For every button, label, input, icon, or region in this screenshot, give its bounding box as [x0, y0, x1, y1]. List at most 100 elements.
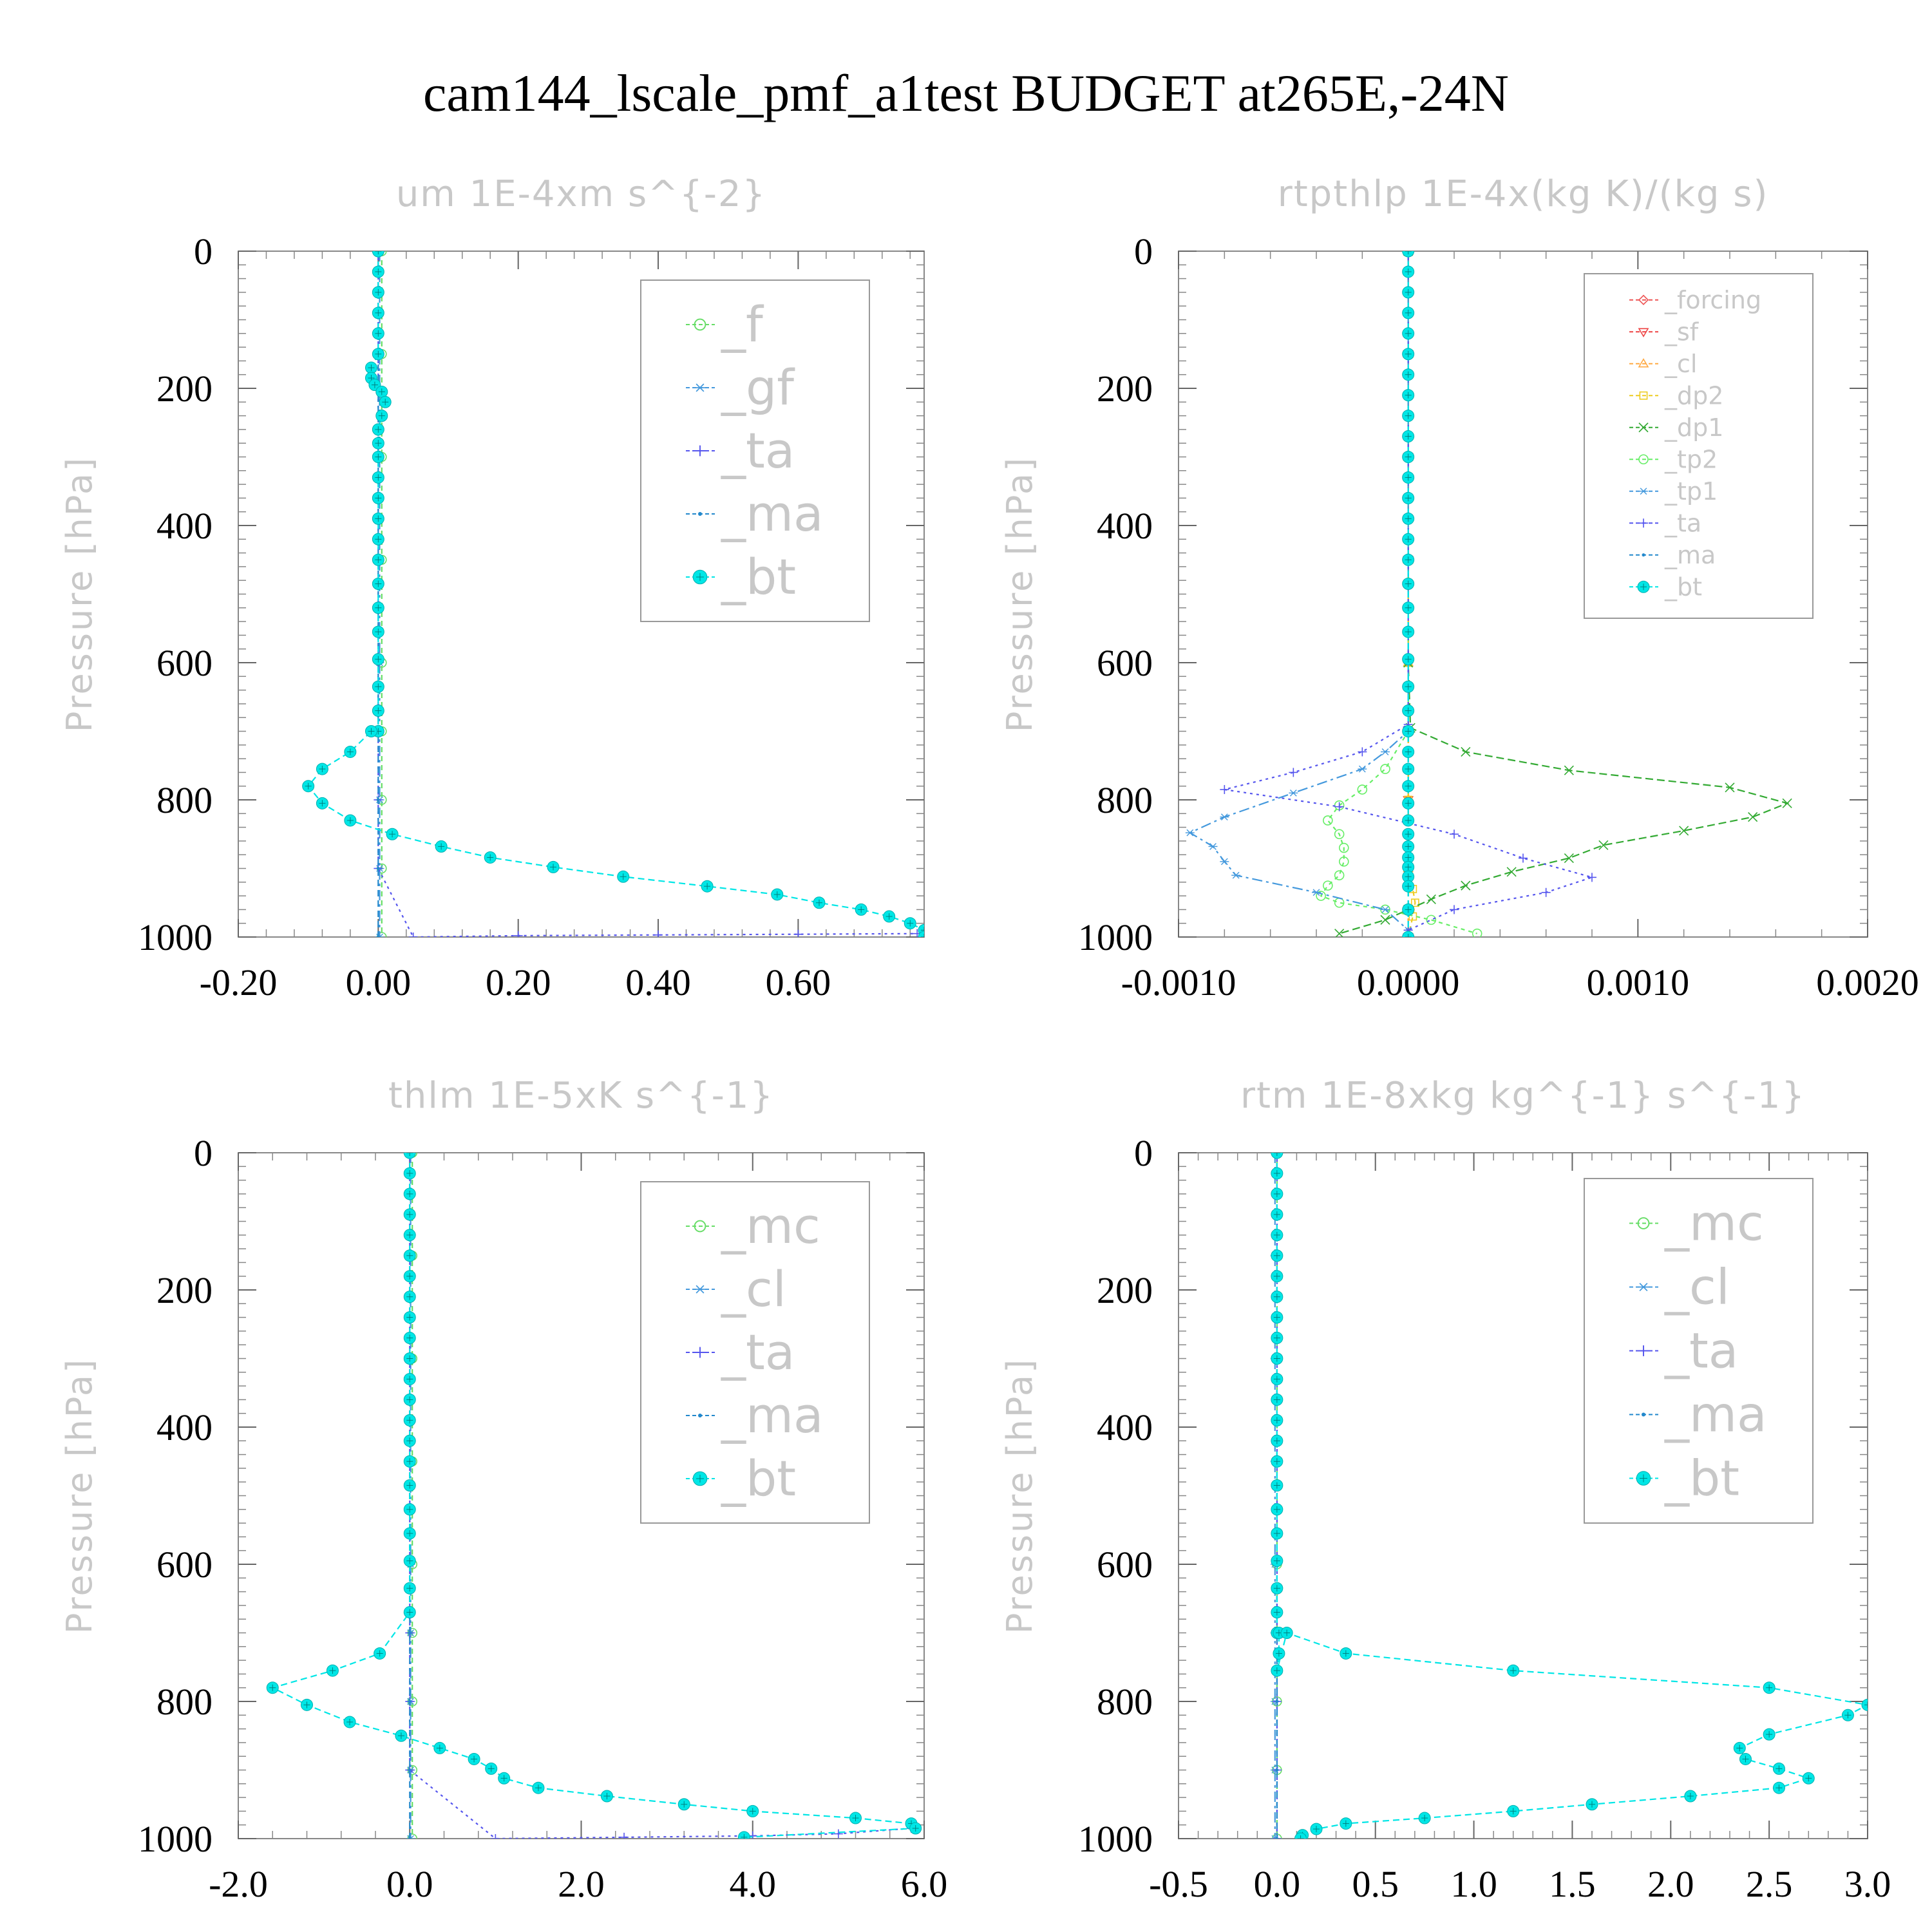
legend: _mc _cl _ta _ma _bt [1584, 1178, 1814, 1524]
legend-label: _bt [1664, 573, 1702, 601]
data-point [1763, 1728, 1776, 1741]
legend-label: _ta [1664, 1322, 1738, 1379]
data-point [1185, 829, 1195, 837]
legend-label: _bt [721, 548, 796, 605]
data-point [1231, 871, 1241, 879]
data-point [468, 1752, 480, 1765]
legend-swatch-marker [1638, 294, 1649, 305]
data-point [1402, 762, 1415, 775]
legend-label: _dp1 [1664, 413, 1723, 442]
data-point [1506, 867, 1517, 877]
data-point [1294, 1832, 1307, 1839]
legend-item: _cl [686, 1260, 786, 1318]
legend-label: _mc [1664, 1195, 1764, 1252]
x-tick-label: 1.0 [1450, 1863, 1497, 1905]
legend-item: _dp2 [1629, 381, 1723, 410]
data-point [372, 601, 384, 614]
series-line [1188, 251, 1409, 931]
data-point [513, 931, 523, 937]
data-point [1472, 928, 1482, 937]
data-point [1841, 1709, 1854, 1721]
data-point [1381, 748, 1390, 755]
data-point [1271, 1455, 1283, 1468]
data-point [746, 1804, 759, 1817]
data-point [408, 1837, 412, 1839]
data-point [372, 348, 384, 361]
x-tick-label: -0.0010 [1121, 961, 1236, 1003]
data-point [403, 1291, 416, 1303]
legend-item: _ta [686, 422, 795, 479]
data-point [1402, 780, 1415, 793]
x-tick-label: 0.00 [346, 961, 412, 1003]
data-point [1402, 840, 1415, 853]
data-point [1340, 1817, 1352, 1830]
data-point [1220, 813, 1229, 821]
legend-label: _ta [1664, 509, 1701, 537]
data-point [1334, 929, 1345, 937]
panel-title: rtpthlp 1E-4x(kg K)/(kg s) [1278, 173, 1769, 215]
y-tick-label: 1000 [1078, 916, 1153, 958]
legend-label: _bt [1664, 1450, 1739, 1507]
data-point [1273, 1647, 1285, 1660]
data-point [1772, 1762, 1785, 1775]
data-point [1763, 1681, 1776, 1694]
legend-item: _bt [1629, 573, 1702, 601]
legend-box [1584, 273, 1814, 619]
data-point [1507, 1804, 1520, 1817]
panels: um 1E-4xm s^{-2}Pressure [hPa]-0.20 0.00 0… [59, 173, 1919, 1905]
legend-swatch-marker [698, 1414, 702, 1417]
data-point [403, 1208, 416, 1221]
legend-label: _tp1 [1664, 477, 1718, 506]
data-point [326, 1664, 339, 1677]
data-point [1598, 840, 1609, 850]
legend-swatch-marker [692, 1471, 708, 1486]
legend-swatch-marker [1638, 328, 1649, 337]
data-point [435, 840, 448, 853]
x-tick-label: 0.0020 [1816, 961, 1919, 1003]
y-tick-label: 600 [156, 1544, 213, 1586]
data-point [372, 423, 384, 436]
data-point [372, 307, 384, 319]
panel-title: rtm 1E-8xkg kg^{-1} s^{-1} [1240, 1075, 1806, 1117]
data-point [498, 1772, 511, 1785]
data-point [372, 451, 384, 463]
data-point [403, 1153, 416, 1159]
data-point [403, 1352, 416, 1365]
legend-label: _tp2 [1664, 445, 1718, 473]
y-tick-label: 0 [1134, 231, 1153, 272]
y-axis-label: Pressure [hPa] [59, 456, 100, 732]
data-point [403, 1527, 416, 1540]
data-point [485, 1762, 498, 1775]
data-point [1280, 1627, 1293, 1639]
data-point [376, 935, 380, 937]
data-point [1461, 880, 1471, 891]
legend-swatch-marker [694, 1347, 706, 1358]
data-point [403, 1188, 416, 1200]
legend-swatch-marker [694, 383, 706, 392]
legend-label: _ta [721, 422, 795, 479]
legend-label: _cl [1664, 350, 1697, 378]
data-point [1402, 903, 1415, 916]
legend-item: _bt [686, 548, 796, 605]
y-tick-label: 600 [156, 642, 213, 684]
data-point [376, 867, 380, 870]
data-point [1564, 765, 1574, 775]
legend-item: _mc [686, 1197, 820, 1255]
data-point [403, 1479, 416, 1492]
series-bt [1271, 1153, 1868, 1839]
data-point [406, 1835, 415, 1839]
legend-item: _gf [686, 359, 795, 416]
legend-item: _cl [1629, 1258, 1730, 1316]
y-tick-label: 200 [1097, 368, 1153, 410]
data-point [1402, 471, 1415, 484]
y-tick-label: 600 [1097, 1544, 1153, 1586]
data-point [1271, 1414, 1283, 1426]
legend-item: _sf [1629, 317, 1700, 346]
data-point [1275, 1837, 1279, 1839]
data-point [1340, 1647, 1352, 1660]
x-tick-label: 0.20 [486, 961, 551, 1003]
legend-label: _ma [1664, 541, 1716, 569]
legend-swatch-marker [694, 318, 706, 331]
data-point [316, 762, 328, 775]
data-point [1271, 1434, 1283, 1447]
